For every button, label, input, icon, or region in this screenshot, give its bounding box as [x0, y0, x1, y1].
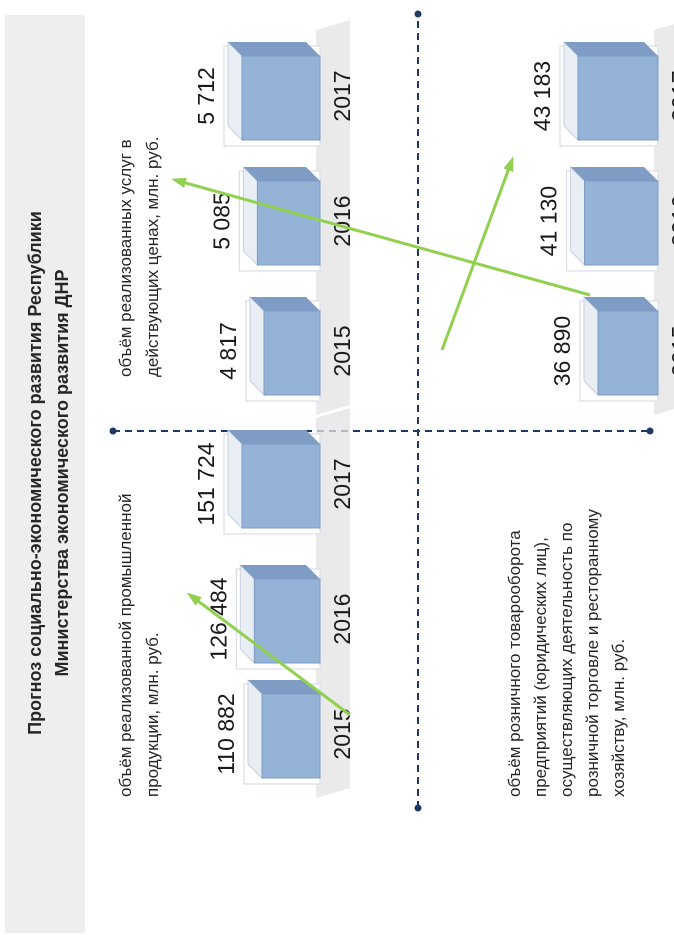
bar-side-bottom-right-2 [564, 42, 658, 56]
bar-top-top-left-1 [239, 563, 255, 665]
floor-bottom-right [654, 20, 674, 415]
page-title-line1: Прогноз социально-экономического развити… [25, 211, 45, 735]
bar-top-top-left-2 [227, 428, 243, 530]
divider-dot-bottom [646, 427, 654, 435]
value-label-top-left-0: 110 882 [213, 693, 239, 774]
bar-bottom-right-1 [584, 180, 659, 266]
value-label-bottom-right-1: 41 130 [536, 186, 562, 256]
divider-dot-left [414, 804, 422, 812]
value-label-bottom-right-0: 36 890 [549, 316, 575, 386]
bar-top-right-2 [241, 55, 321, 141]
bar-top-bottom-right-0 [583, 295, 599, 397]
caption-industrial-line2: продукции, млн. руб. [143, 632, 162, 797]
value-label-top-left-2: 151 724 [193, 442, 219, 525]
caption-services-line2: действующих ценах, млн. руб. [143, 137, 162, 377]
floor-top-left [316, 408, 350, 798]
caption-services: объём реализованных услуг в действующих … [116, 135, 162, 377]
bar-side-top-right-0 [250, 297, 320, 311]
bars-layer: 110 882 2015 126 484 2016 151 724 2017 4 817 20… [171, 20, 674, 798]
caption-retail-line4: розничной торговле и ресторанному [583, 508, 602, 797]
trend-arrowhead-bottom-right [503, 156, 514, 172]
year-label-top-right-1: 2016 [329, 195, 355, 246]
value-label-bottom-right-2: 43 183 [529, 61, 555, 131]
value-label-top-right-1: 5 085 [208, 192, 234, 250]
trend-arrow-bottom-right [440, 159, 514, 351]
bar-bottom-right-2 [577, 55, 659, 141]
bar-top-left-1 [253, 578, 321, 664]
value-label-top-right-0: 4 817 [215, 322, 241, 380]
year-label-bottom-right-0: 2015 [667, 325, 674, 376]
caption-industrial-line1: объём реализованной промышленной [116, 494, 135, 797]
value-label-top-left-1: 126 484 [205, 577, 231, 660]
caption-retail: объём розничного товарооборота предприят… [505, 504, 628, 797]
bar-side-top-left-1 [240, 565, 320, 579]
bar-top-bottom-right-1 [570, 165, 586, 267]
bar-side-top-left-0 [248, 680, 320, 694]
bar-top-top-left-0 [247, 678, 263, 780]
bar-bottom-right-0 [597, 310, 659, 396]
divider-dot-right [414, 10, 422, 18]
bar-top-right-1 [256, 180, 321, 266]
bar-side-top-right-1 [243, 167, 320, 181]
bar-side-bottom-right-1 [570, 167, 658, 181]
bar-side-top-left-2 [228, 430, 320, 444]
bar-top-left-2 [241, 443, 321, 529]
trend-arrow-top-left [189, 593, 351, 717]
bar-side-bottom-right-0 [584, 297, 658, 311]
bar-top-left-0 [261, 693, 321, 779]
year-label-top-right-0: 2015 [329, 325, 355, 376]
year-label-top-right-2: 2017 [329, 70, 355, 121]
page-title-line2: Министерства экономического развития ДНР [52, 270, 72, 677]
value-label-top-right-2: 5 712 [193, 67, 219, 125]
year-label-top-left-0: 2015 [329, 708, 355, 759]
bar-side-top-right-2 [228, 42, 320, 56]
year-label-bottom-right-1: 2016 [667, 195, 674, 246]
caption-retail-line3: осуществляющих деятельность по [557, 523, 576, 797]
caption-retail-line5: хозяйству, млн. руб. [609, 639, 628, 797]
caption-industrial: объём реализованной промышленной продукц… [116, 489, 162, 797]
bar-top-bottom-right-2 [563, 40, 579, 142]
year-label-bottom-right-2: 2017 [667, 70, 674, 121]
trend-arrow-top-right [174, 178, 591, 297]
bar-top-top-right-1 [242, 165, 258, 267]
bar-top-top-right-0 [249, 295, 265, 397]
divider-dot-top [109, 427, 117, 435]
caption-retail-line2: предприятий (юридических лиц), [531, 537, 550, 797]
trend-arrowhead-top-left [186, 592, 202, 606]
bar-top-top-right-2 [227, 40, 243, 142]
bar-top-right-0 [263, 310, 321, 396]
caption-services-line1: объём реализованных услуг в [116, 139, 135, 377]
title-band [5, 15, 85, 933]
floor-top-right [316, 20, 350, 415]
caption-retail-line1: объём розничного товарооборота [505, 530, 524, 797]
year-label-top-left-1: 2016 [329, 593, 355, 644]
year-label-top-left-2: 2017 [329, 458, 355, 509]
trend-arrowhead-top-right [171, 177, 187, 188]
